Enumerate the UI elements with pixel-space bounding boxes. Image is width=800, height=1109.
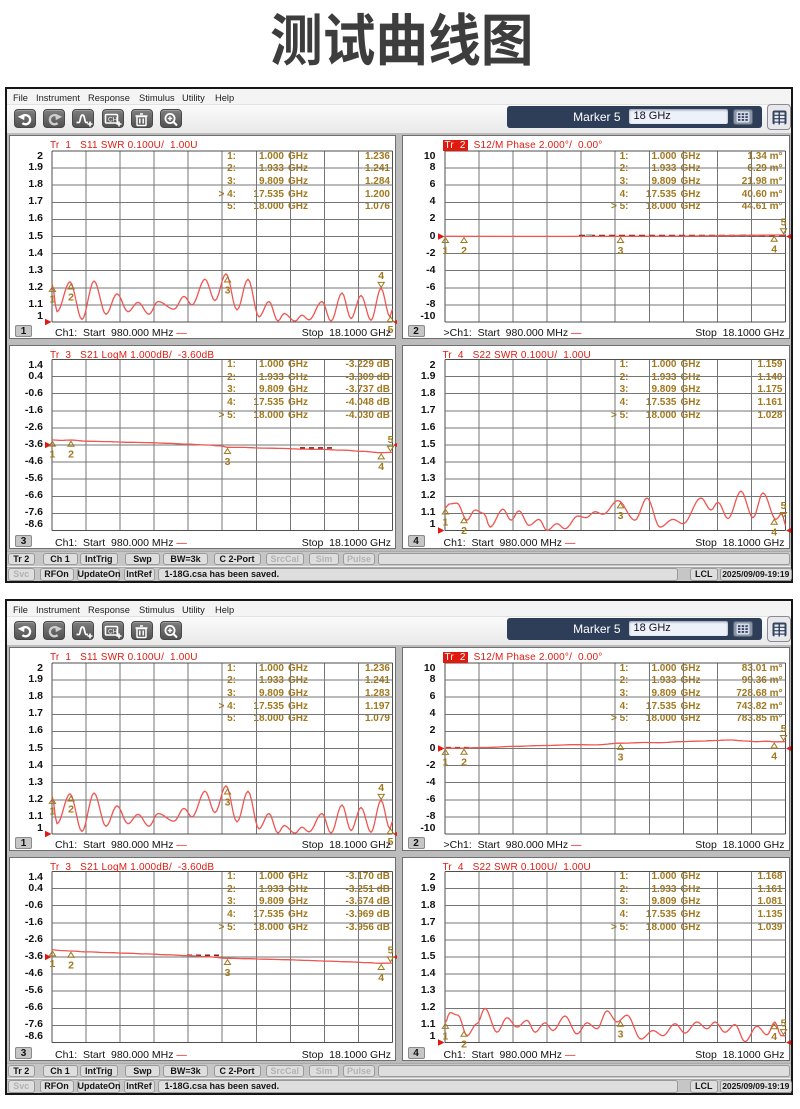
svg-text:3: 3 [617, 751, 623, 763]
svg-text:1: 1 [442, 1030, 448, 1042]
svg-text:3: 3 [617, 244, 623, 256]
svg-text:CH: CH [108, 117, 118, 124]
svg-text:2: 2 [68, 448, 74, 460]
svg-text:1: 1 [442, 516, 448, 528]
svg-text:2: 2 [68, 803, 74, 815]
svg-text:4: 4 [378, 270, 384, 282]
svg-text:5: 5 [780, 500, 786, 512]
svg-text:2: 2 [68, 291, 74, 303]
svg-text:5: 5 [780, 1017, 786, 1029]
svg-text:4: 4 [378, 461, 384, 473]
svg-text:5: 5 [388, 323, 394, 335]
svg-text:4: 4 [771, 243, 777, 255]
svg-text:3: 3 [617, 510, 623, 522]
svg-text:2: 2 [461, 1038, 467, 1050]
svg-text:2: 2 [461, 525, 467, 537]
svg-text:2: 2 [461, 756, 467, 768]
svg-text:5: 5 [388, 944, 394, 956]
svg-text:2: 2 [461, 244, 467, 256]
svg-text:5: 5 [388, 835, 394, 847]
svg-text:5: 5 [780, 723, 786, 735]
svg-text:1: 1 [49, 293, 55, 305]
svg-text:1: 1 [49, 448, 55, 460]
svg-text:3: 3 [617, 1028, 623, 1040]
svg-text:4: 4 [771, 526, 777, 538]
svg-text:CH: CH [108, 629, 118, 636]
svg-text:3: 3 [225, 796, 231, 808]
svg-text:3: 3 [225, 284, 231, 296]
svg-text:3: 3 [225, 966, 231, 978]
svg-text:4: 4 [771, 1031, 777, 1043]
svg-text:1: 1 [442, 756, 448, 768]
svg-text:1: 1 [49, 958, 55, 970]
svg-text:5: 5 [388, 433, 394, 445]
svg-text:4: 4 [378, 782, 384, 794]
svg-text:1: 1 [442, 244, 448, 256]
svg-text:1: 1 [49, 805, 55, 817]
svg-text:4: 4 [771, 750, 777, 762]
svg-text:2: 2 [68, 959, 74, 971]
svg-text:3: 3 [225, 455, 231, 467]
svg-text:5: 5 [780, 216, 786, 228]
svg-text:4: 4 [378, 971, 384, 983]
